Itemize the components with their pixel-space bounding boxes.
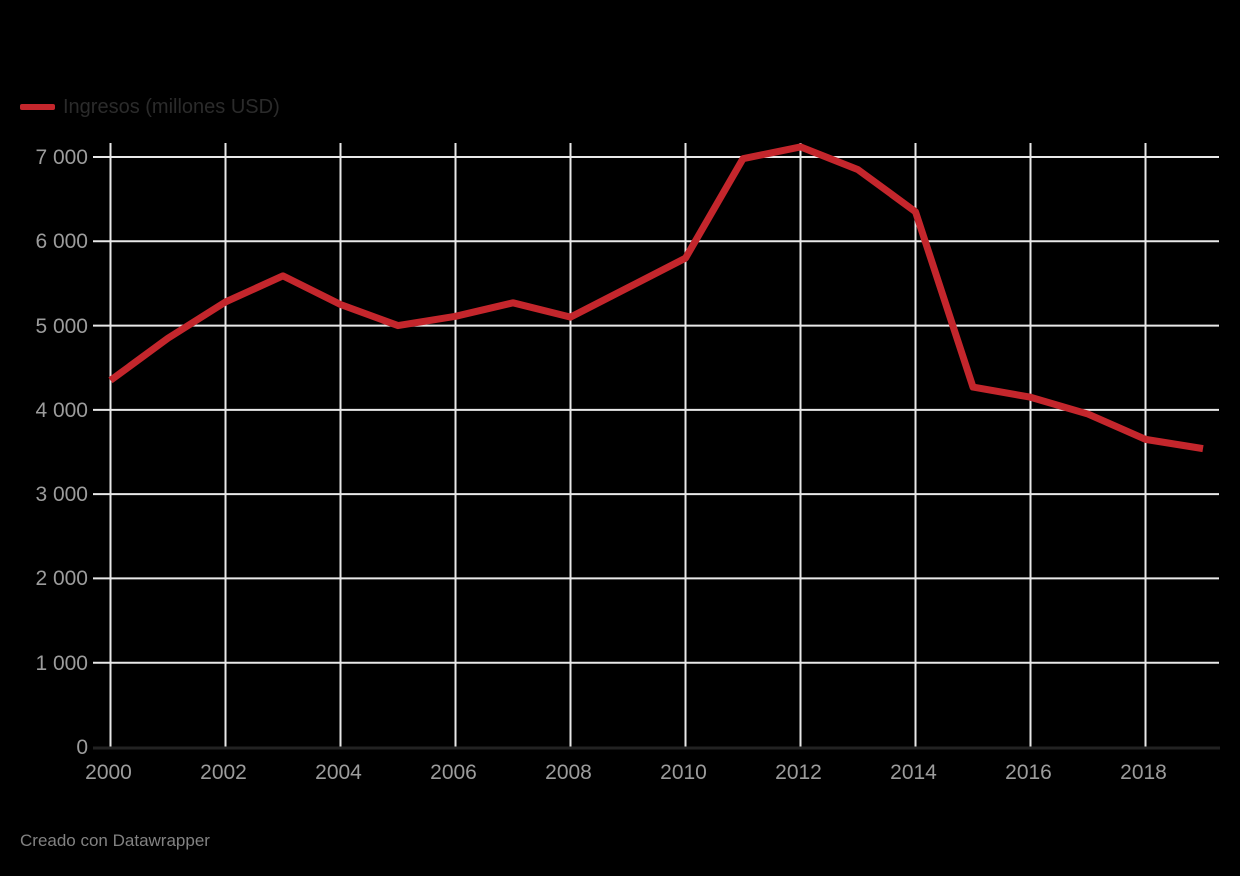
x-tick-label: 2002 — [200, 761, 247, 784]
y-tick-label: 5 000 — [35, 314, 88, 338]
x-tick-label: 2012 — [775, 761, 822, 784]
y-tick-label: 4 000 — [35, 398, 88, 422]
x-tick-label: 2004 — [315, 761, 362, 784]
revenue-line-series — [108, 143, 1204, 453]
y-tick-label: 0 — [76, 736, 88, 759]
y-tick-label: 3 000 — [35, 483, 88, 507]
x-tick-label: 2016 — [1005, 761, 1052, 784]
y-tick-label: 6 000 — [35, 230, 88, 254]
y-tick-label: 7 000 — [35, 146, 88, 169]
legend-series-label: Ingresos (millones USD) — [63, 96, 280, 118]
y-tick-label: 1 000 — [35, 651, 88, 675]
x-tick-label: 2018 — [1120, 761, 1167, 784]
x-tick-label: 2006 — [430, 761, 477, 784]
x-tick-label: 2014 — [890, 761, 937, 784]
legend: Ingresos (millones USD) — [20, 94, 280, 120]
x-tick-label: 2000 — [85, 761, 132, 784]
legend-line-swatch — [20, 104, 55, 110]
x-tick-label: 2010 — [660, 761, 707, 784]
y-tick-label: 2 000 — [35, 567, 88, 591]
datawrapper-attribution: Creado con Datawrapper — [20, 831, 210, 850]
x-tick-label: 2008 — [545, 761, 592, 784]
